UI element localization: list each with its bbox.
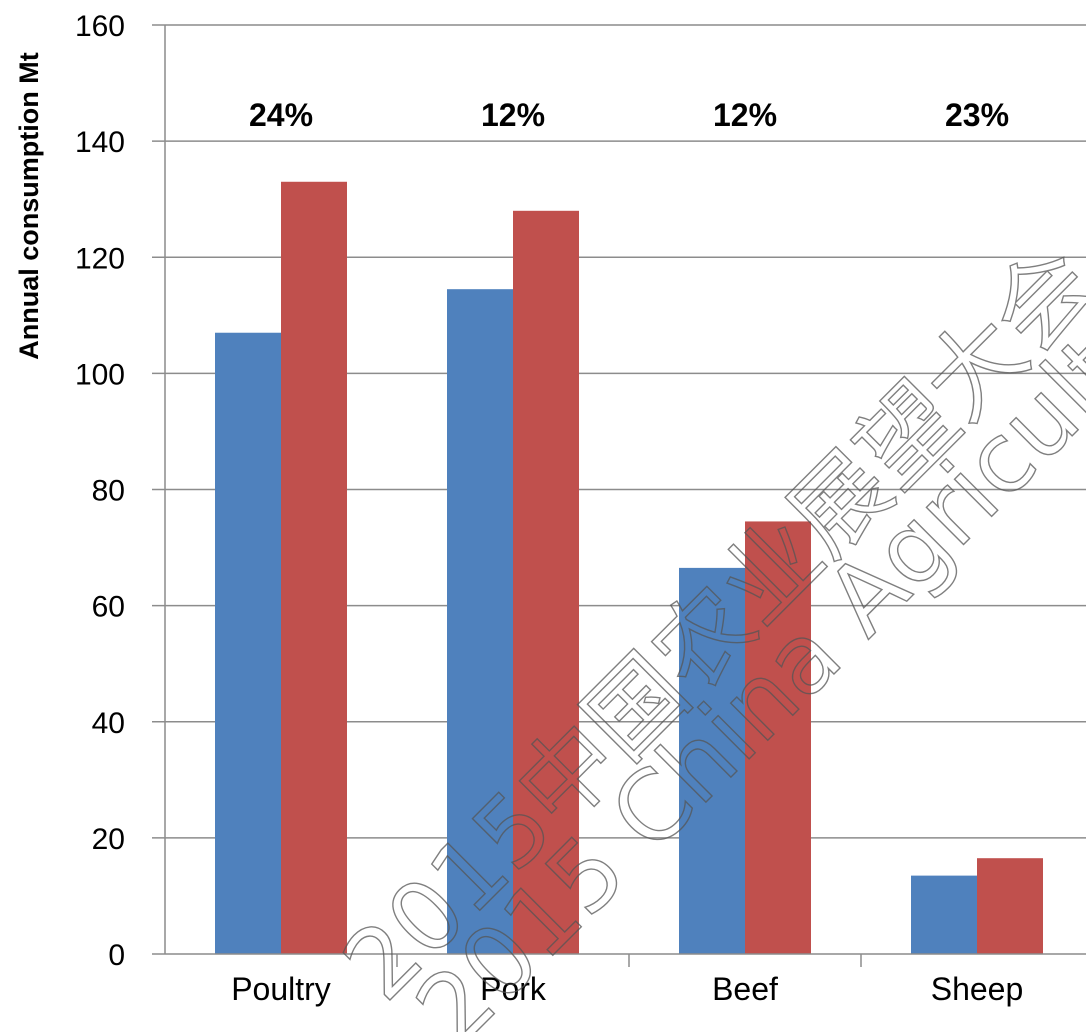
bar-poultry-series-2 bbox=[281, 181, 347, 955]
bar-beef-series-1 bbox=[679, 567, 745, 954]
percent-label-poultry: 24% bbox=[249, 97, 313, 133]
y-tick-label: 40 bbox=[92, 707, 125, 740]
percent-label-beef: 12% bbox=[713, 97, 777, 133]
percent-label-sheep: 23% bbox=[945, 97, 1009, 133]
y-tick-label: 0 bbox=[108, 939, 125, 972]
bar-pork-series-1 bbox=[447, 289, 513, 954]
y-axis-label: Annual consumption Mt bbox=[14, 52, 44, 359]
category-label-beef: Beef bbox=[712, 971, 778, 1007]
bars bbox=[215, 181, 1043, 955]
y-tick-label: 140 bbox=[75, 126, 125, 159]
bar-beef-series-2 bbox=[745, 521, 811, 954]
y-tick-label: 60 bbox=[92, 591, 125, 624]
percent-label-pork: 12% bbox=[481, 97, 545, 133]
percent-annotations: 24% 12% 12% 23% bbox=[249, 97, 1009, 133]
bar-pork-series-2 bbox=[513, 210, 579, 955]
category-labels: Poultry Pork Beef Sheep bbox=[231, 971, 1023, 1007]
y-tick-label: 80 bbox=[92, 475, 125, 508]
category-label-poultry: Poultry bbox=[231, 971, 331, 1007]
y-tick-label: 20 bbox=[92, 823, 125, 856]
category-label-pork: Pork bbox=[480, 971, 547, 1007]
y-tick-label: 100 bbox=[75, 358, 125, 391]
category-label-sheep: Sheep bbox=[931, 971, 1024, 1007]
y-tick-label: 160 bbox=[75, 10, 125, 43]
y-tick-label: 120 bbox=[75, 242, 125, 275]
bar-sheep-series-1 bbox=[911, 875, 977, 954]
y-tick-labels: 0 20 40 60 80 100 120 140 160 bbox=[75, 10, 125, 972]
axes bbox=[164, 25, 1086, 967]
bar-poultry-series-1 bbox=[215, 332, 281, 954]
bar-sheep-series-2 bbox=[977, 858, 1043, 954]
